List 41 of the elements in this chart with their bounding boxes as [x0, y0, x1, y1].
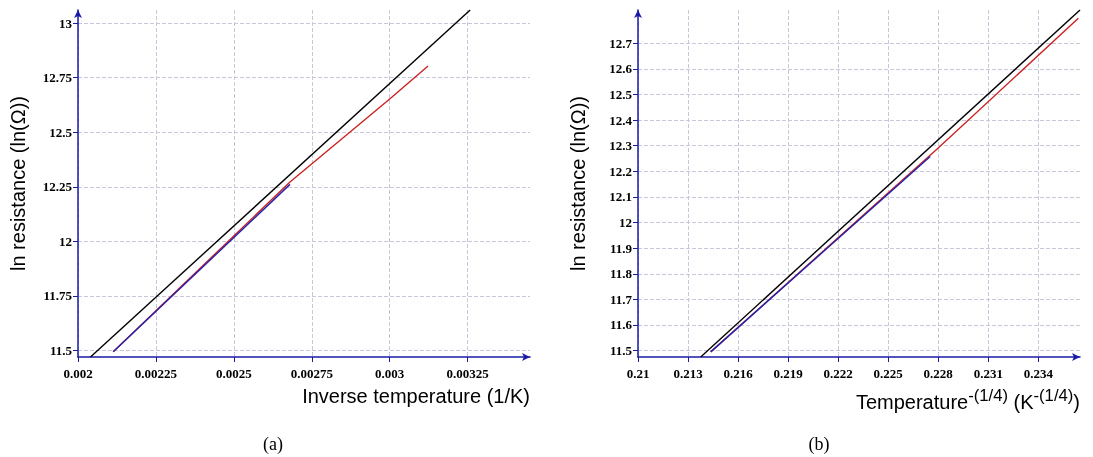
x-tick-label: 0.234: [1023, 366, 1054, 381]
x-tick-label: 0.225: [873, 366, 904, 381]
y-tick-label: 11.5: [609, 343, 633, 359]
y-axis-title: ln resistance (ln(Ω)): [7, 96, 29, 271]
y-tick-label: 11.75: [43, 288, 73, 304]
y-tick-label: 12.75: [42, 70, 73, 86]
y-tick-label: 11.8: [609, 266, 633, 282]
text: (b): [808, 434, 830, 455]
x-tick-label: 0.002: [63, 366, 93, 381]
x-tick-label: 0.21: [626, 366, 650, 381]
y-tick-label: 11.6: [609, 317, 633, 333]
y-axis-title: ln resistance (ln(Ω)): [567, 96, 589, 271]
text: (a): [263, 434, 283, 455]
x-tick-label: 0.219: [773, 366, 804, 381]
x-tick-label: 0.00325: [446, 366, 490, 381]
y-tick-label: 12.7: [609, 35, 633, 51]
x-axis-title: Inverse temperature (1/K): [302, 384, 530, 408]
x-tick-label: 0.213: [673, 366, 704, 381]
y-tick-label: 12: [619, 215, 632, 231]
x-tick-label: 0.216: [723, 366, 754, 381]
y-tick-label: 12.3: [609, 138, 633, 154]
y-tick-label: 11.9: [609, 240, 633, 256]
y-tick-label: 12.2: [609, 163, 632, 179]
x-tick-label: 0.00275: [290, 366, 334, 381]
x-tick-label: 0.222: [823, 366, 853, 381]
y-tick-label: 12.5: [49, 124, 73, 140]
x-tick-label: 0.0025: [215, 366, 253, 381]
y-tick-label: 12.5: [609, 87, 633, 103]
y-tick-label: 12.6: [609, 61, 633, 77]
y-tick-label: 12.25: [42, 179, 73, 195]
x-axis-title: Temperature$^{-(1/4)}$ (K$^{-(1/4)}$): [855, 385, 1080, 414]
y-tick-label: 13: [59, 15, 73, 31]
y-tick-label: 12.1: [609, 189, 632, 205]
x-tick-label: 0.228: [923, 366, 954, 381]
y-tick-label: 11.7: [609, 291, 633, 307]
y-tick-label: 12: [59, 233, 72, 249]
y-tick-label: 11.5: [49, 342, 73, 358]
x-tick-label: 0.231: [973, 366, 1003, 381]
x-tick-label: 0.003: [375, 366, 405, 381]
x-tick-label: 0.00225: [134, 366, 178, 381]
y-tick-label: 12.4: [609, 112, 633, 128]
